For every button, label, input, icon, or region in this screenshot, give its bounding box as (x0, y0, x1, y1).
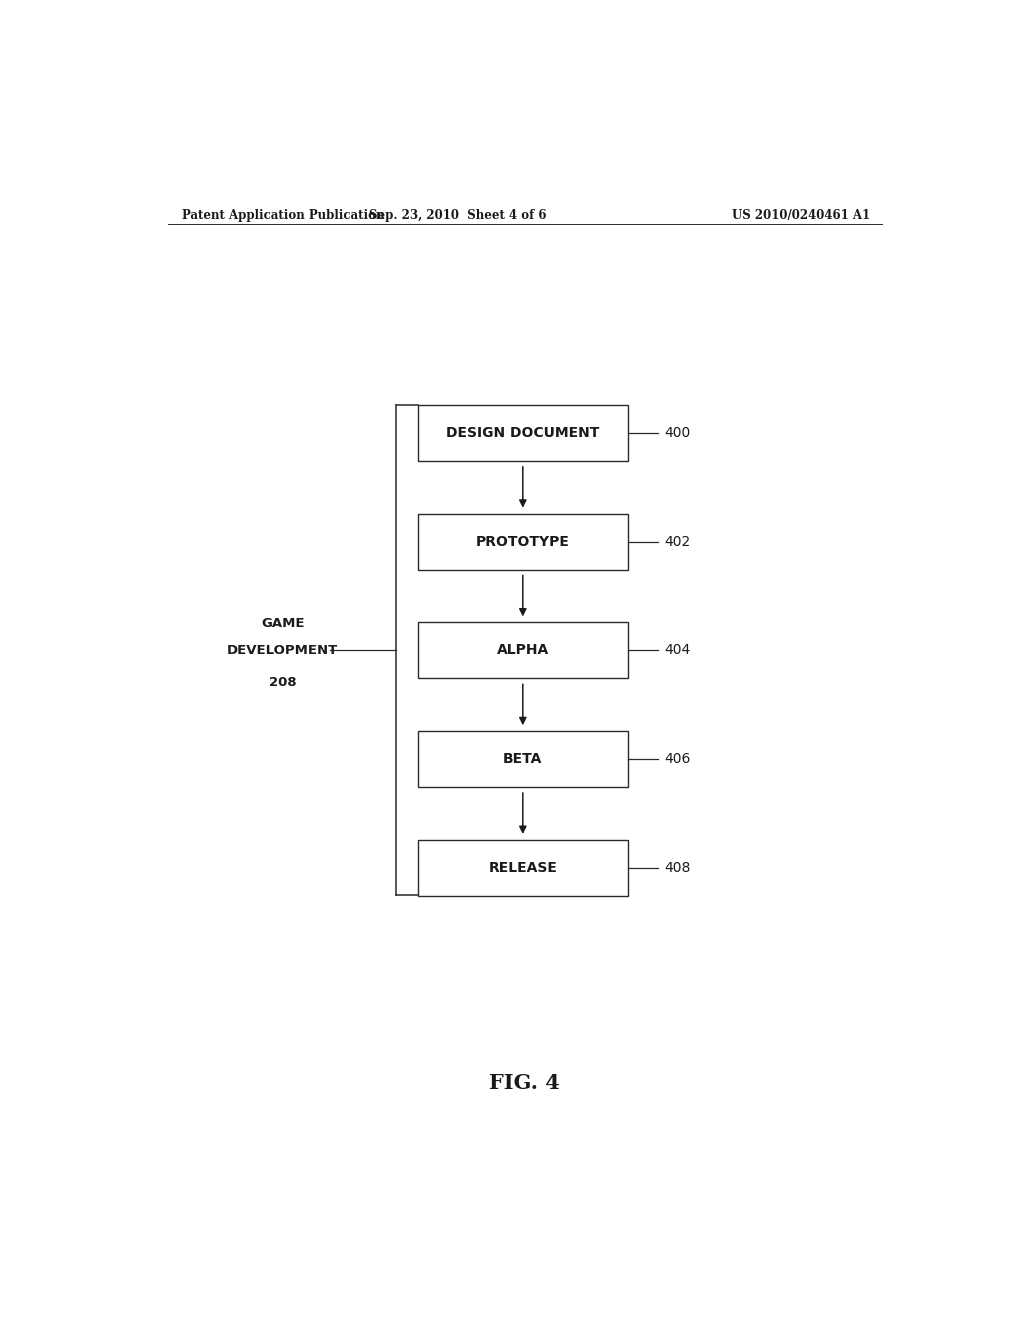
Text: 408: 408 (665, 861, 691, 875)
Text: DESIGN DOCUMENT: DESIGN DOCUMENT (446, 426, 599, 440)
FancyBboxPatch shape (418, 405, 628, 461)
Text: GAME: GAME (261, 618, 304, 631)
FancyBboxPatch shape (418, 623, 628, 678)
Text: ALPHA: ALPHA (497, 643, 549, 657)
Text: 402: 402 (665, 535, 691, 549)
Text: RELEASE: RELEASE (488, 861, 557, 875)
Text: 404: 404 (665, 643, 691, 657)
Text: 208: 208 (269, 676, 297, 689)
Text: PROTOTYPE: PROTOTYPE (476, 535, 569, 549)
FancyBboxPatch shape (418, 840, 628, 896)
Text: FIG. 4: FIG. 4 (489, 1073, 560, 1093)
Text: US 2010/0240461 A1: US 2010/0240461 A1 (732, 209, 870, 222)
Text: Patent Application Publication: Patent Application Publication (182, 209, 384, 222)
Text: BETA: BETA (503, 752, 543, 766)
FancyBboxPatch shape (418, 513, 628, 569)
FancyBboxPatch shape (418, 731, 628, 787)
Text: Sep. 23, 2010  Sheet 4 of 6: Sep. 23, 2010 Sheet 4 of 6 (369, 209, 546, 222)
Text: 400: 400 (665, 426, 691, 440)
Text: DEVELOPMENT: DEVELOPMENT (227, 644, 338, 657)
Text: 406: 406 (665, 752, 691, 766)
